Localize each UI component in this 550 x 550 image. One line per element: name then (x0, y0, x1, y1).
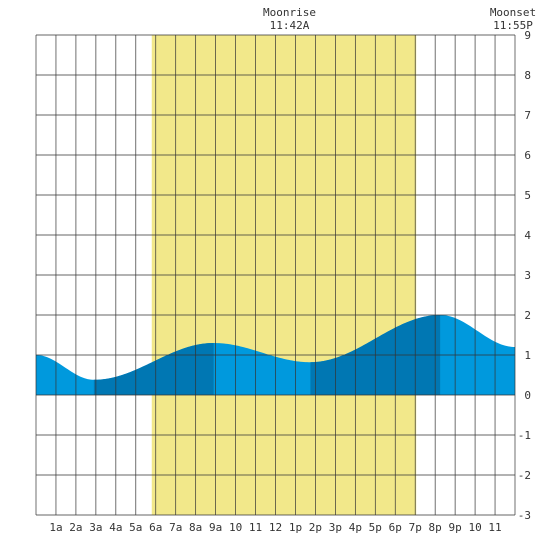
x-tick-label-2p: 2p (309, 521, 322, 534)
x-tick-label-9a: 9a (209, 521, 222, 534)
x-tick-label-10: 10 (229, 521, 242, 534)
moonrise-time: 11:42A (270, 19, 310, 32)
x-tick-label-12: 12 (269, 521, 282, 534)
x-tick-label-4p: 4p (349, 521, 362, 534)
moonrise-label: Moonrise (263, 6, 316, 19)
y-tick-label-5: 5 (524, 189, 531, 202)
x-tick-label-1p: 1p (289, 521, 302, 534)
x-tick-label-6p: 6p (389, 521, 402, 534)
moonset-time: 11:55P (493, 19, 533, 32)
y-tick-label-0: 0 (524, 389, 531, 402)
y-tick-label-8: 8 (524, 69, 531, 82)
x-tick-label-7p: 7p (409, 521, 422, 534)
x-tick-label-8p: 8p (429, 521, 442, 534)
x-tick-label-3a: 3a (89, 521, 102, 534)
y-tick-label-neg1: -1 (518, 429, 531, 442)
x-tick-label-1a: 1a (49, 521, 62, 534)
x-tick-label-6a: 6a (149, 521, 162, 534)
x-tick-label-11: 11 (249, 521, 262, 534)
x-tick-label-4a: 4a (109, 521, 122, 534)
x-tick-label-8a: 8a (189, 521, 202, 534)
moonset-label: Moonset (490, 6, 536, 19)
tide-shade-band-1 (93, 343, 214, 395)
y-tick-label-neg3: -3 (518, 509, 531, 522)
y-tick-label-7: 7 (524, 109, 531, 122)
x-tick-label-3p: 3p (329, 521, 342, 534)
x-tick-label-10: 10 (468, 521, 481, 534)
y-tick-label-neg2: -2 (518, 469, 531, 482)
y-tick-label-6: 6 (524, 149, 531, 162)
y-tick-label-3: 3 (524, 269, 531, 282)
y-tick-label-4: 4 (524, 229, 531, 242)
x-tick-label-11: 11 (488, 521, 501, 534)
x-tick-label-9p: 9p (449, 521, 462, 534)
x-tick-label-5a: 5a (129, 521, 142, 534)
y-tick-label-2: 2 (524, 309, 531, 322)
y-tick-label-1: 1 (524, 349, 531, 362)
x-tick-label-5p: 5p (369, 521, 382, 534)
y-tick-label-9: 9 (524, 29, 531, 42)
x-tick-label-7a: 7a (169, 521, 182, 534)
x-tick-label-2a: 2a (69, 521, 82, 534)
